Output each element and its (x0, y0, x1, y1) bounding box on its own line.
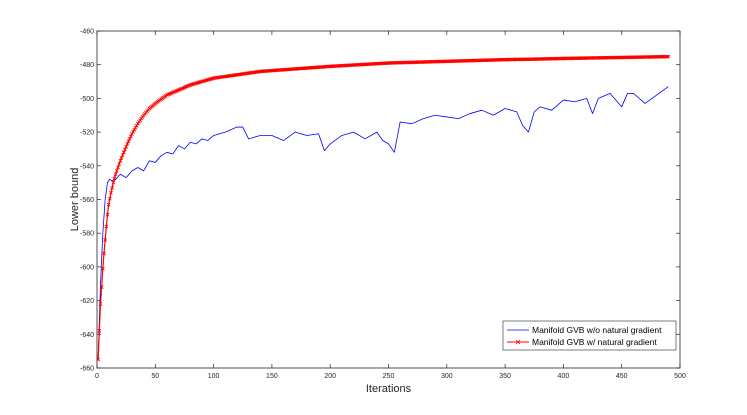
x-tick-label: 400 (558, 373, 570, 380)
x-marker-stroke (133, 125, 138, 130)
x-marker-stroke (197, 80, 202, 85)
x-marker-stroke (210, 76, 215, 81)
legend: Manifold GVB w/o natural gradient Manifo… (502, 320, 677, 351)
x-marker-stroke (105, 212, 110, 217)
x-marker-stroke (118, 158, 123, 163)
x-marker-stroke (193, 81, 197, 86)
x-marker-stroke (515, 339, 521, 345)
x-tick-label: 100 (208, 373, 220, 380)
legend-label-with-natural-gradient: Manifold GVB w/ natural gradient (532, 337, 657, 347)
x-tick-label: 0 (95, 373, 99, 380)
y-tick-label: -460 (80, 29, 94, 36)
x-tick-label: 350 (499, 373, 511, 380)
y-tick-label: -520 (80, 130, 94, 137)
x-marker-stroke (119, 156, 124, 160)
x-marker-stroke (120, 153, 125, 158)
x-marker-stroke (104, 224, 109, 229)
x-marker-stroke (107, 196, 112, 201)
x-marker-stroke (194, 81, 198, 86)
series-layer (96, 54, 671, 362)
y-tick-label: -560 (80, 197, 94, 204)
x-marker-stroke (202, 78, 207, 83)
x-marker-stroke (130, 131, 134, 136)
y-tick-label: -600 (80, 264, 94, 271)
y-tick-label: -640 (80, 332, 94, 339)
x-marker-stroke (191, 82, 196, 86)
x-marker-stroke (116, 165, 120, 170)
x-marker-stroke (117, 162, 122, 166)
x-axis-label: Iterations (366, 383, 412, 395)
x-marker-stroke (99, 285, 104, 290)
legend-label-without-natural-gradient: Manifold GVB w/o natural gradient (532, 325, 662, 335)
x-marker-stroke (207, 77, 211, 82)
x-marker-stroke (205, 77, 210, 82)
x-marker-stroke (196, 80, 201, 85)
x-marker-stroke (96, 357, 101, 362)
x-marker-stroke (132, 127, 137, 132)
x-marker-stroke (204, 78, 209, 83)
x-marker-stroke (128, 134, 133, 139)
x-tick-label: 450 (616, 373, 628, 380)
x-tick-label: 300 (441, 373, 453, 380)
plot-area (96, 30, 681, 369)
x-marker-stroke (127, 136, 132, 141)
x-tick-label: 50 (151, 373, 159, 380)
x-marker-stroke (100, 266, 105, 271)
x-marker-stroke (109, 190, 113, 195)
x-tick-label: 500 (674, 373, 686, 380)
x-marker-stroke (114, 168, 119, 173)
x-marker-stroke (110, 185, 115, 190)
x-marker-stroke (188, 83, 193, 87)
x-marker-stroke (134, 123, 139, 128)
y-tick-label: -620 (80, 298, 94, 305)
x-marker-stroke (201, 79, 205, 84)
x-marker-stroke (102, 251, 106, 256)
x-marker-stroke (123, 147, 127, 152)
x-marker-stroke (124, 144, 129, 149)
y-tick-label: -660 (80, 366, 94, 373)
x-marker-stroke (200, 79, 204, 84)
y-tick-label: -580 (80, 231, 94, 238)
x-marker-stroke (131, 129, 136, 134)
x-marker-stroke (111, 180, 116, 185)
x-marker-stroke (665, 54, 670, 59)
x-marker-stroke (113, 172, 118, 177)
x-marker-stroke (198, 80, 203, 84)
legend-box (502, 320, 677, 351)
x-marker-stroke (189, 82, 194, 87)
x-marker-stroke (209, 76, 214, 81)
x-marker-stroke (125, 142, 130, 146)
x-marker-stroke (208, 77, 212, 82)
y-tick-label: -540 (80, 163, 94, 170)
series-markers-1 (96, 54, 671, 362)
x-marker-stroke (126, 139, 131, 144)
x-marker-stroke (103, 238, 108, 242)
y-tick-label: -500 (80, 96, 94, 103)
x-marker-stroke (112, 176, 117, 181)
x-marker-stroke (121, 150, 126, 155)
series-0 (97, 86, 669, 360)
x-marker-stroke (98, 302, 103, 306)
x-marker-stroke (106, 202, 111, 207)
ticks-layer: 0 50 100 150 200 250 300 350 400 450 500 -460 -480 -5… (80, 29, 686, 381)
y-tick-label: -480 (80, 62, 94, 69)
x-marker-stroke (666, 54, 671, 59)
series-1 (96, 54, 671, 362)
x-marker-stroke (190, 82, 195, 87)
x-marker-stroke (195, 81, 200, 85)
x-marker-stroke (203, 78, 208, 83)
series-line-0 (97, 86, 669, 360)
legend-marker-red-x (515, 339, 521, 345)
y-axis-label: Lower bound (69, 168, 81, 232)
x-tick-label: 250 (383, 373, 395, 380)
x-tick-label: 150 (266, 373, 278, 380)
x-tick-label: 200 (324, 373, 336, 380)
x-marker-stroke (97, 329, 102, 333)
